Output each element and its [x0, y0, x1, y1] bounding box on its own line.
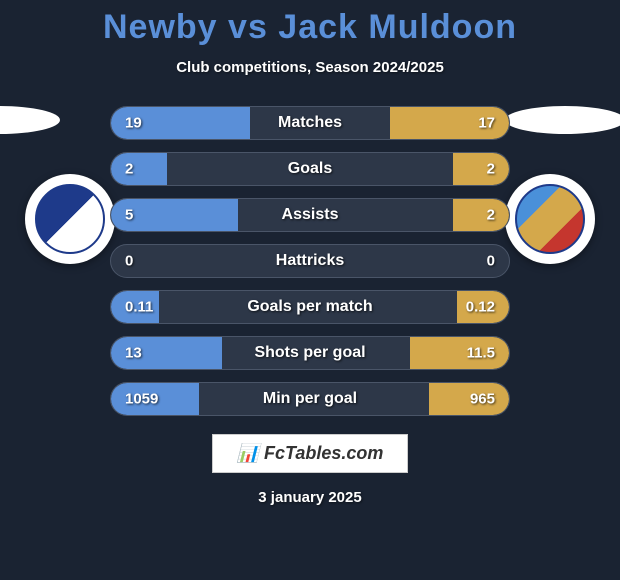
brand-logo: 📊 FcTables.com: [212, 434, 409, 473]
subtitle: Club competitions, Season 2024/2025: [0, 59, 620, 76]
stat-value-left: 2: [125, 161, 133, 178]
stats-container: 19 17 Matches 2 2 Goals 5 2 Assists 0 0 Hattricks 0.…: [110, 106, 510, 416]
date-label: 3 january 2025: [0, 489, 620, 506]
stat-label: Shots per goal: [254, 344, 365, 362]
stat-value-right: 11.5: [467, 345, 495, 362]
stat-value-left: 5: [125, 207, 133, 224]
ellipse-decoration: [0, 106, 60, 134]
crest-left-inner: [35, 184, 105, 254]
stat-value-right: 0: [487, 253, 495, 270]
page-title: Newby vs Jack Muldoon: [0, 8, 620, 47]
crest-right-inner: [515, 184, 585, 254]
stat-value-right: 2: [487, 161, 495, 178]
stat-label: Min per goal: [263, 390, 357, 408]
stat-value-left: 19: [125, 115, 142, 132]
stat-row: 1059 965 Min per goal: [110, 382, 510, 416]
stat-value-right: 17: [478, 115, 495, 132]
stat-label: Assists: [282, 206, 339, 224]
player-left-badge: [0, 106, 115, 264]
stat-value-left: 0.11: [125, 299, 153, 316]
crest-right: [505, 174, 595, 264]
stat-row: 5 2 Assists: [110, 198, 510, 232]
stat-value-left: 0: [125, 253, 133, 270]
stat-row: 0 0 Hattricks: [110, 244, 510, 278]
ellipse-decoration: [505, 106, 620, 134]
bar-right-fill: [453, 153, 509, 185]
stat-value-right: 965: [470, 391, 495, 408]
stat-label: Goals per match: [247, 298, 372, 316]
stat-value-left: 1059: [125, 391, 158, 408]
stat-label: Matches: [278, 114, 342, 132]
stat-row: 13 11.5 Shots per goal: [110, 336, 510, 370]
bar-right-fill: [453, 199, 509, 231]
stat-value-left: 13: [125, 345, 142, 362]
player-right-badge: [505, 106, 620, 264]
stat-label: Hattricks: [276, 252, 344, 270]
bar-left-fill: [111, 153, 167, 185]
stat-value-right: 0.12: [466, 299, 495, 316]
stat-value-right: 2: [487, 207, 495, 224]
stat-row: 2 2 Goals: [110, 152, 510, 186]
stat-row: 0.11 0.12 Goals per match: [110, 290, 510, 324]
stat-label: Goals: [288, 160, 332, 178]
stat-row: 19 17 Matches: [110, 106, 510, 140]
crest-left: [25, 174, 115, 264]
